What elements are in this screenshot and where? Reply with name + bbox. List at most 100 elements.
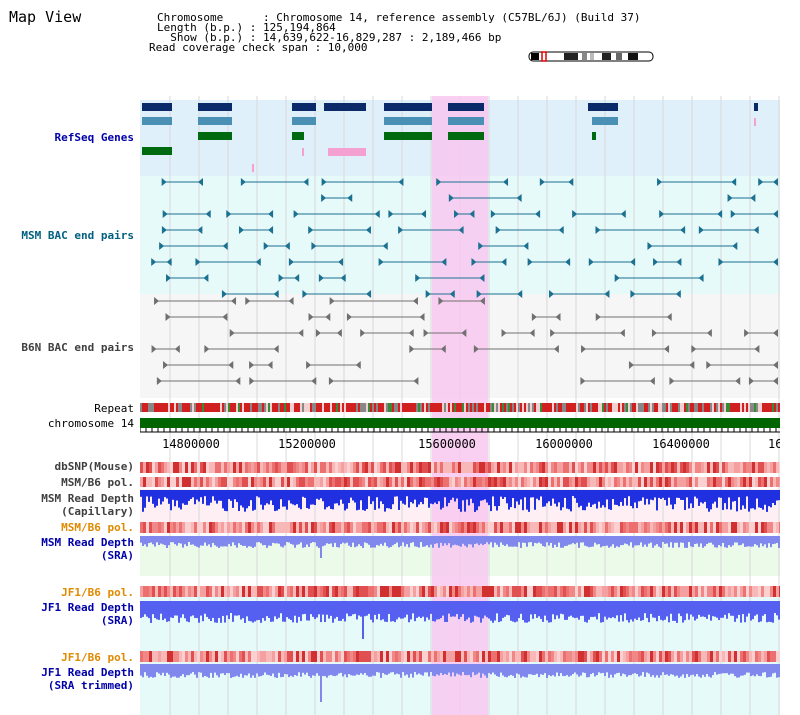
heat-cell — [569, 586, 572, 597]
track-label-jf1-read-depth-sra[interactable]: JF1 Read Depth (SRA) — [41, 601, 134, 627]
read-depth-bar — [422, 536, 424, 547]
heat-cell — [428, 477, 431, 487]
heat-cell — [656, 462, 659, 473]
track-label-refseq[interactable]: RefSeq Genes — [54, 131, 134, 144]
heat-cell — [257, 477, 260, 487]
gene-feature — [198, 117, 232, 125]
read-depth-bar — [730, 601, 732, 616]
track-label-jf1-b6-pol-2[interactable]: JF1/B6 pol. — [61, 651, 134, 664]
read-depth-bar — [416, 664, 418, 675]
track-label-jf1-b6-pol[interactable]: JF1/B6 pol. — [61, 586, 134, 599]
bac-end-arrow — [245, 297, 251, 305]
read-depth-bar — [732, 490, 734, 502]
track-label-msm-read-depth-sra[interactable]: MSM Read Depth (SRA) — [41, 536, 134, 562]
read-depth-bar — [676, 601, 678, 623]
track-label-msm-read-depth-capillary[interactable]: MSM Read Depth (Capillary) — [41, 492, 134, 518]
read-depth-bar — [764, 490, 766, 505]
repeat-block — [530, 403, 532, 412]
bac-end-arrow — [628, 361, 634, 369]
heat-cell — [149, 477, 152, 487]
read-depth-bar — [678, 536, 680, 548]
read-depth-bar — [344, 664, 346, 675]
info-length: Length (b.p.) : 125,194,864 — [157, 21, 336, 34]
heat-cell — [587, 651, 590, 662]
repeat-block — [494, 403, 496, 412]
read-depth-bar — [768, 664, 770, 678]
read-depth-bar — [542, 536, 544, 547]
track-label-b6n-bac[interactable]: B6N BAC end pairs — [21, 341, 134, 354]
chromosome-ideogram[interactable] — [528, 50, 656, 64]
heat-cell — [515, 586, 518, 597]
genome-track-canvas[interactable]: 14800000 15200000 15600000 16000000 1640… — [140, 96, 780, 715]
repeat-block — [528, 403, 530, 412]
read-depth-bar — [536, 664, 538, 674]
heat-cell — [716, 651, 719, 662]
heat-cell — [170, 477, 173, 487]
read-depth-bar — [390, 536, 392, 547]
read-depth-bar — [338, 664, 340, 674]
read-depth-bar — [160, 536, 162, 544]
repeat-block — [498, 403, 500, 412]
read-depth-bar — [186, 664, 188, 676]
read-depth-bar — [376, 601, 378, 620]
read-depth-bar — [686, 536, 688, 548]
bac-end-arrow — [527, 258, 533, 266]
heat-cell — [140, 651, 143, 662]
read-depth-bar — [306, 664, 308, 673]
read-depth-bar — [350, 536, 352, 547]
heat-cell — [587, 522, 590, 533]
read-depth-bar — [574, 601, 576, 619]
heat-cell — [695, 586, 698, 597]
read-depth-bar — [270, 490, 272, 501]
heat-cell — [254, 462, 257, 473]
heat-cell — [644, 462, 647, 473]
track-label-msm-b6-pol[interactable]: MSM/B6 pol. — [61, 476, 134, 489]
read-depth-bar — [344, 536, 346, 544]
repeat-block — [718, 403, 720, 412]
heat-cell — [602, 462, 605, 473]
heat-cell — [758, 651, 761, 662]
heat-cell — [557, 651, 560, 662]
read-depth-bar — [382, 601, 384, 620]
read-depth-bar — [304, 601, 306, 614]
heat-cell — [248, 651, 251, 662]
read-depth-bar — [258, 601, 260, 620]
repeat-block — [242, 403, 244, 412]
read-depth-bar — [398, 536, 400, 548]
bac-end-arrow — [535, 210, 541, 218]
read-depth-bar — [168, 601, 170, 622]
heat-cell — [749, 522, 752, 533]
heat-cell — [227, 586, 230, 597]
repeat-block — [368, 403, 370, 412]
read-depth-bar — [392, 601, 394, 622]
read-depth-bar — [754, 601, 756, 616]
track-label-msm-bac[interactable]: MSM BAC end pairs — [21, 229, 134, 242]
bac-end-arrow — [228, 361, 234, 369]
read-depth-bar — [170, 601, 172, 618]
read-depth-bar — [392, 664, 394, 673]
track-label-msm-b6-pol-2[interactable]: MSM/B6 pol. — [61, 521, 134, 534]
heat-cell — [635, 477, 638, 487]
read-depth-bar — [630, 536, 632, 543]
repeat-block — [164, 403, 166, 412]
read-depth-bar — [278, 664, 280, 673]
read-depth-bar — [522, 601, 524, 621]
read-depth-bar — [592, 490, 594, 505]
track-label-jf1-read-depth-trimmed[interactable]: JF1 Read Depth (SRA trimmed) — [41, 666, 134, 692]
heat-cell — [731, 522, 734, 533]
read-depth-bar — [350, 490, 352, 498]
heat-cell — [767, 477, 770, 487]
read-depth-bar — [758, 490, 760, 508]
heat-cell — [383, 477, 386, 487]
read-depth-bar — [622, 490, 624, 506]
repeat-block — [514, 403, 516, 412]
bac-end-arrow — [448, 194, 454, 202]
track-label-dbsnp[interactable]: dbSNP(Mouse) — [54, 460, 134, 473]
read-depth-bar — [444, 536, 446, 544]
read-depth-bar — [624, 664, 626, 675]
read-depth-bar — [310, 536, 312, 544]
heat-cell — [197, 462, 200, 473]
read-depth-bar — [540, 664, 542, 675]
heat-cell — [581, 462, 584, 473]
heat-cell — [368, 586, 371, 597]
